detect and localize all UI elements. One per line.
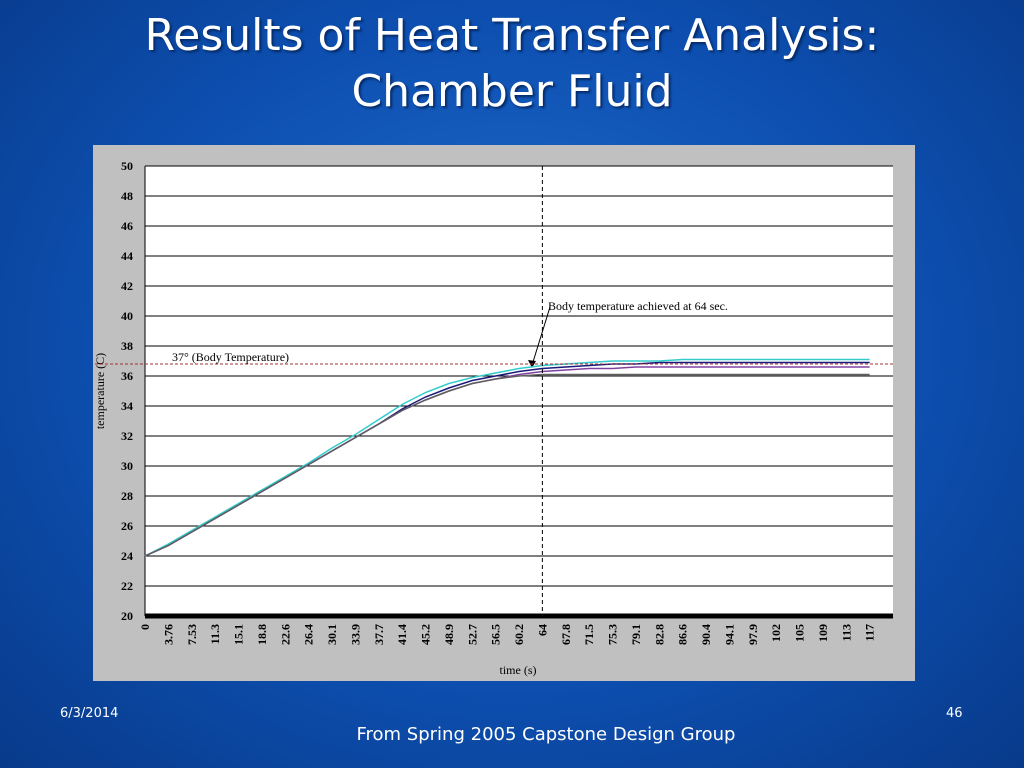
slide-title: Results of Heat Transfer Analysis: Chambe… — [0, 8, 1024, 120]
x-tick-label: 33.9 — [348, 624, 362, 645]
y-tick-label: 28 — [121, 489, 133, 503]
y-tick-label: 22 — [121, 579, 133, 593]
caption: From Spring 2005 Capstone Design Group — [356, 724, 736, 745]
x-tick-label: 82.8 — [652, 624, 666, 645]
title-line: Chamber Fluid — [351, 66, 673, 117]
x-tick-label: 26.4 — [302, 624, 316, 645]
y-tick-label: 30 — [121, 459, 133, 473]
x-tick-label: 37.7 — [372, 624, 386, 645]
x-tick-label: 64 — [535, 624, 549, 636]
x-tick-label: 56.5 — [489, 624, 503, 645]
x-axis-label: time (s) — [500, 663, 537, 677]
x-tick-label: 15.1 — [232, 624, 246, 645]
x-tick-label: 45.2 — [419, 624, 433, 645]
x-tick-label: 11.3 — [208, 624, 222, 644]
y-tick-label: 42 — [121, 279, 133, 293]
x-tick-label: 86.6 — [676, 624, 690, 645]
x-tick-label: 67.8 — [559, 624, 573, 645]
reference-label: 37° (Body Temperature) — [172, 350, 289, 364]
x-tick-label: 48.9 — [442, 624, 456, 645]
x-tick-label: 0 — [138, 624, 152, 630]
y-tick-label: 40 — [121, 309, 133, 323]
x-tick-label: 3.76 — [161, 624, 175, 645]
x-tick-label: 102 — [769, 624, 783, 642]
page-number: 46 — [946, 706, 963, 721]
plot-area — [145, 166, 893, 616]
x-tick-label: 18.8 — [255, 624, 269, 645]
x-tick-label: 94.1 — [722, 624, 736, 645]
x-tick-label: 79.1 — [629, 624, 643, 645]
x-tick-label: 75.3 — [606, 624, 620, 645]
y-tick-label: 46 — [121, 219, 133, 233]
x-tick-label: 60.2 — [512, 624, 526, 645]
x-tick-label: 113 — [839, 624, 853, 641]
x-tick-label: 90.4 — [699, 624, 713, 645]
x-tick-label: 105 — [793, 624, 807, 642]
x-tick-label: 7.53 — [185, 624, 199, 645]
series-line — [144, 358, 870, 557]
y-tick-label: 36 — [121, 369, 133, 383]
y-tick-label: 32 — [121, 429, 133, 443]
y-tick-label: 24 — [121, 549, 133, 563]
x-tick-label: 71.5 — [582, 624, 596, 645]
x-tick-label: 30.1 — [325, 624, 339, 645]
annotation: Body temperature achieved at 64 sec. — [548, 299, 728, 313]
title-line: Results of Heat Transfer Analysis: — [144, 10, 880, 61]
x-tick-label: 52.7 — [465, 624, 479, 645]
date: 6/3/2014 — [60, 706, 119, 721]
x-tick-label: 109 — [816, 624, 830, 642]
y-tick-label: 20 — [121, 609, 133, 623]
y-tick-label: 26 — [121, 519, 133, 533]
x-tick-label: 117 — [863, 624, 877, 641]
y-tick-label: 50 — [121, 159, 133, 173]
y-axis-label: temperature (C) — [93, 353, 107, 429]
y-tick-label: 34 — [121, 399, 133, 413]
x-tick-label: 41.4 — [395, 624, 409, 645]
x-tick-label: 97.9 — [746, 624, 760, 645]
y-tick-label: 48 — [121, 189, 133, 203]
x-tick-label: 22.6 — [278, 624, 292, 645]
series-line — [144, 373, 870, 557]
y-tick-label: 44 — [121, 249, 133, 263]
y-tick-label: 38 — [121, 339, 133, 353]
